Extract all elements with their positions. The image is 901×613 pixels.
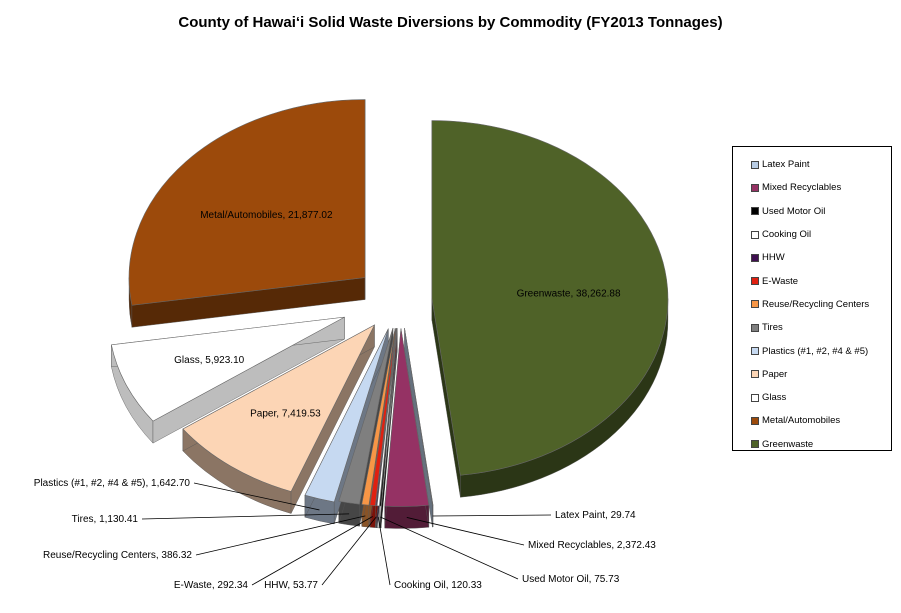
legend: Latex Paint Mixed Recyclables Used Motor O… [732, 146, 892, 451]
legend-label: Tires [762, 322, 783, 334]
legend-swatch-latex-paint [751, 160, 759, 169]
leader-line-e-waste [251, 516, 373, 586]
legend-label: Cooking Oil [762, 229, 812, 241]
data-label-plastics-1-2-4-5: Plastics (#1, #2, #4 & #5), 1,642.70 [34, 478, 191, 489]
legend-label: Greenwaste [762, 438, 814, 450]
legend-item-cooking-oil: Cooking Oil [733, 223, 891, 246]
data-label-metal-automobiles: Metal/Automobiles, 21,877.02 [200, 210, 333, 221]
legend-item-used-motor-oil: Used Motor Oil [733, 200, 891, 223]
legend-item-tires: Tires [733, 316, 891, 339]
data-label-paper: Paper, 7,419.53 [250, 409, 321, 420]
leader-line-cooking-oil [377, 516, 391, 586]
slice-paper [182, 324, 376, 492]
legend-swatch-metal-automobiles [751, 416, 759, 425]
slice-tires [338, 327, 394, 505]
data-label-glass: Glass, 5,923.10 [174, 355, 244, 366]
legend-label: Glass [762, 392, 787, 404]
legend-item-plastics-1-2-4-5: Plastics (#1, #2, #4 & #5) [733, 339, 891, 362]
legend-item-glass: Glass [733, 386, 891, 409]
slice-glass [111, 316, 345, 422]
legend-swatch-greenwaste [751, 440, 759, 449]
slice-latex-paint [404, 328, 434, 506]
legend-swatch-paper [751, 370, 759, 379]
legend-item-e-waste: E-Waste [733, 269, 891, 292]
legend-swatch-e-waste [751, 277, 759, 286]
legend-swatch-cooking-oil [751, 230, 759, 239]
legend-swatch-tires [751, 323, 759, 332]
leader-line-mixed-recyclables [406, 517, 525, 546]
slice-hhw [375, 328, 398, 507]
legend-swatch-plastics-1-2-4-5 [751, 347, 759, 356]
data-label-mixed-recyclables: Mixed Recyclables, 2,372.43 [528, 540, 656, 551]
legend-swatch-glass [751, 393, 759, 402]
data-label-greenwaste: Greenwaste, 38,262.88 [517, 288, 621, 299]
slice-reuse-recycling-centers [361, 328, 396, 506]
slice-e-waste [369, 328, 397, 506]
slice-metal-automobiles [128, 99, 366, 306]
slice-plastics-1-2-4-5 [304, 328, 389, 503]
legend-label: Latex Paint [762, 159, 810, 171]
legend-swatch-mixed-recyclables [751, 183, 759, 192]
slice-greenwaste [431, 120, 669, 476]
legend-label: Paper [762, 368, 788, 380]
data-label-e-waste: E-Waste, 292.34 [174, 580, 249, 591]
legend-label: Used Motor Oil [762, 205, 826, 217]
leader-line-hhw [321, 516, 377, 586]
legend-item-mixed-recyclables: Mixed Recyclables [733, 176, 891, 199]
legend-item-reuse-recycling-centers: Reuse/Recycling Centers [733, 293, 891, 316]
data-label-cooking-oil: Cooking Oil, 120.33 [394, 580, 482, 591]
data-label-reuse-recycling-centers: Reuse/Recycling Centers, 386.32 [43, 550, 192, 561]
data-label-hhw: HHW, 53.77 [264, 580, 318, 591]
legend-item-metal-automobiles: Metal/Automobiles [733, 409, 891, 432]
legend-item-latex-paint: Latex Paint [733, 153, 891, 176]
legend-item-hhw: HHW [733, 246, 891, 269]
slice-mixed-recyclables [384, 328, 430, 507]
data-label-latex-paint: Latex Paint, 29.74 [555, 510, 636, 521]
legend-swatch-reuse-recycling-centers [751, 300, 759, 309]
legend-label: Mixed Recyclables [762, 182, 842, 194]
chart-title: County of Hawai‘i Solid Waste Diversions… [178, 14, 723, 31]
leader-line-plastics-1-2-4-5 [193, 482, 320, 511]
legend-label: Metal/Automobiles [762, 415, 841, 427]
legend-item-greenwaste: Greenwaste [733, 433, 891, 456]
leader-line-reuse-recycling-centers [195, 515, 366, 556]
legend-swatch-hhw [751, 253, 759, 262]
legend-swatch-used-motor-oil [751, 207, 759, 216]
leader-line-used-motor-oil [380, 516, 519, 580]
legend-label: Reuse/Recycling Centers [762, 298, 870, 310]
data-label-used-motor-oil: Used Motor Oil, 75.73 [522, 574, 620, 585]
legend-label: E-Waste [762, 275, 799, 287]
leader-line-tires [141, 513, 350, 520]
leader-line-latex-paint [432, 514, 552, 517]
data-label-tires: Tires, 1,130.41 [72, 514, 139, 525]
legend-item-paper: Paper [733, 363, 891, 386]
legend-label: HHW [762, 252, 785, 264]
legend-label: Plastics (#1, #2, #4 & #5) [762, 345, 869, 357]
